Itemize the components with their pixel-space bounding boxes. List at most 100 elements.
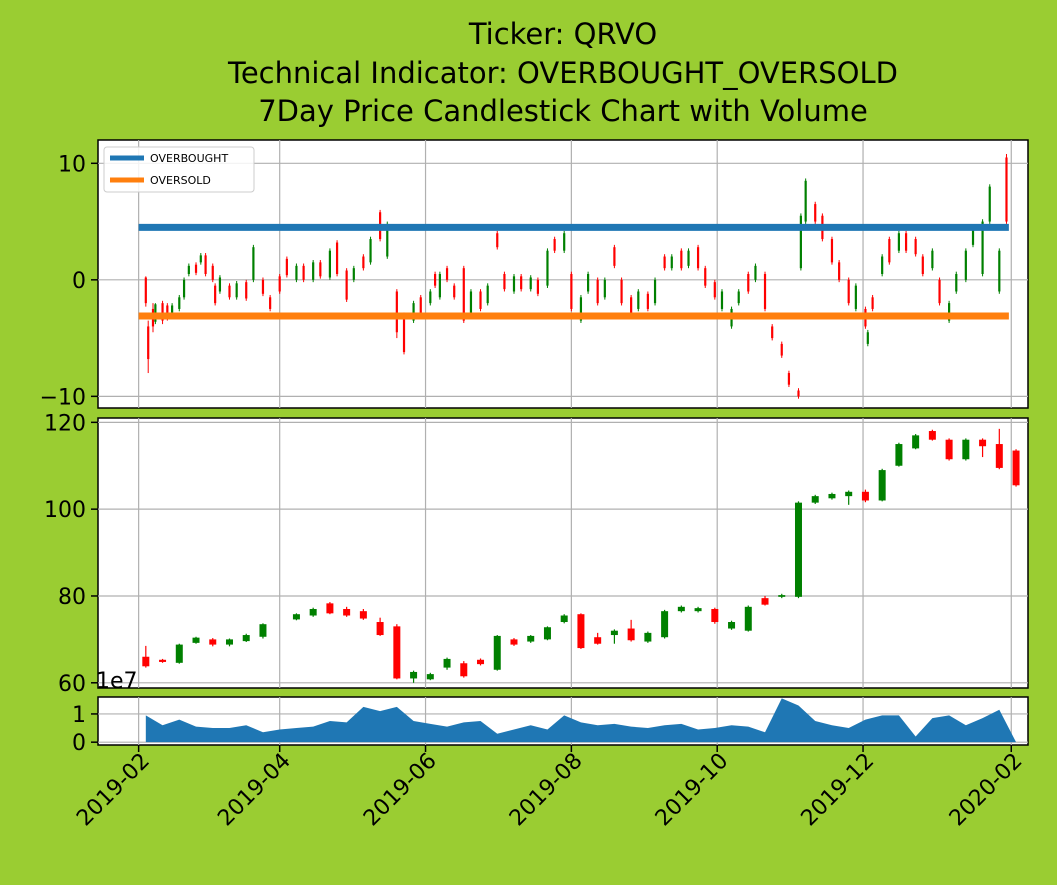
indicator-candle-body-5 [166, 305, 169, 319]
indicator-candle-body-38 [412, 303, 415, 321]
price-candle-body-25 [577, 614, 585, 649]
indicator-candle-body-87 [804, 180, 807, 222]
indicator-candle-body-62 [603, 279, 606, 298]
price-candle-body-40 [828, 493, 836, 499]
indicator-candle-body-26 [312, 262, 315, 280]
indicator-candle-body-55 [546, 250, 549, 286]
indicator-candle-body-82 [771, 326, 774, 339]
indicator-candle-body-0 [144, 277, 147, 304]
price-ytick-label-3: 120 [44, 411, 86, 436]
price-candle-body-7 [259, 624, 267, 637]
indicator-candle-body-48 [486, 285, 489, 304]
indicator-candle-body-60 [587, 274, 590, 292]
indicator-candle-body-59 [579, 297, 583, 321]
indicator-candle-body-105 [948, 303, 951, 321]
indicator-candle-body-78 [737, 291, 740, 304]
volume-y-ticks: 01 [72, 703, 98, 756]
indicator-candle-body-75 [713, 282, 716, 298]
indicator-candle-body-17 [235, 283, 238, 298]
price-y-ticks: 60 80 100 120 [44, 411, 98, 697]
indicator-candle-body-42 [438, 274, 441, 298]
indicator-candle-body-8 [182, 279, 186, 298]
indicator-candle-body-7 [178, 297, 181, 309]
price-candle-body-21 [510, 639, 518, 645]
title-line-2: Technical Indicator: OVERBOUGHT_OVERSOLD [227, 56, 898, 90]
price-candle-body-15 [410, 671, 418, 679]
volume-ytick-label-1: 1 [72, 703, 86, 728]
indicator-candle-body-71 [680, 250, 683, 269]
indicator-candle-body-18 [245, 282, 248, 299]
indicator-candle-body-102 [921, 256, 924, 274]
indicator-candle-body-44 [453, 285, 456, 298]
price-panel-frame [97, 417, 1029, 689]
indicator-candle-body-37 [402, 314, 406, 353]
indicator-candle-body-43 [445, 268, 449, 280]
price-candle-body-50 [995, 444, 1003, 468]
title-line-3: 7Day Price Candlestick Chart with Volume [258, 94, 868, 128]
volume-area [145, 698, 1017, 743]
indicator-candle-body-110 [988, 186, 991, 222]
indicator-candle-body-81 [763, 274, 767, 309]
indicator-candle-body-25 [302, 265, 305, 280]
price-candle-body-4 [209, 639, 217, 645]
indicator-candle-body-79 [747, 274, 750, 292]
indicator-candle-body-9 [187, 265, 190, 274]
price-candle-body-3 [192, 637, 200, 643]
price-ytick-label-2: 100 [44, 498, 86, 523]
indicator-panel: −10 0 10 OVERBOUGHT OVERSOLD [40, 139, 1029, 410]
price-candle-body-46 [928, 431, 936, 440]
price-candle-body-38 [794, 502, 802, 597]
indicator-candle-body-109 [981, 221, 984, 274]
price-candle-body-1 [159, 659, 167, 662]
indicator-candle-body-65 [630, 297, 633, 315]
price-candle-body-31 [677, 606, 685, 612]
price-candle-body-37 [778, 595, 786, 597]
indicator-candle-body-35 [386, 223, 389, 257]
indicator-candle-body-97 [881, 256, 884, 274]
indicator-ytick-label-1: 0 [72, 269, 86, 294]
price-candle-body-6 [242, 635, 250, 642]
price-candle-body-27 [610, 630, 618, 636]
price-candle-body-10 [326, 603, 334, 614]
legend-overbought-label: OVERBOUGHT [150, 152, 228, 165]
volume-panel: 01 1e7 [72, 669, 1029, 756]
indicator-candle-body-74 [704, 268, 707, 286]
indicator-candle-body-99 [897, 233, 900, 251]
price-candle-body-13 [376, 622, 384, 636]
indicator-candles [144, 153, 1008, 399]
price-panel: 60 80 100 120 [44, 411, 1029, 697]
price-candle-body-47 [945, 439, 953, 460]
price-candle-body-19 [477, 659, 485, 665]
indicator-candle-body-100 [904, 233, 908, 251]
indicator-candle-body-41 [433, 274, 437, 286]
price-candle-body-36 [761, 598, 769, 605]
price-candle-body-12 [359, 611, 367, 619]
price-candle-body-49 [979, 439, 987, 447]
indicator-candle-body-63 [613, 247, 616, 266]
price-candle-body-33 [711, 608, 719, 623]
indicator-candle-body-32 [362, 256, 365, 269]
price-ytick-label-1: 80 [58, 585, 86, 610]
price-ytick-label-0: 60 [58, 672, 86, 697]
price-candle-body-35 [744, 606, 752, 631]
indicator-candle-body-51 [512, 276, 516, 292]
price-candle-body-30 [661, 611, 669, 638]
indicator-candle-body-86 [799, 215, 802, 269]
indicator-candle-body-22 [278, 276, 281, 292]
volume-offset-label: 1e7 [96, 669, 138, 694]
indicator-candle-body-61 [596, 279, 599, 304]
indicator-candle-body-49 [496, 233, 499, 248]
indicator-candle-body-88 [814, 204, 817, 222]
indicator-candle-body-12 [204, 255, 207, 274]
indicator-candle-body-95 [866, 332, 869, 344]
price-candle-body-45 [912, 435, 920, 449]
indicator-candle-body-6 [171, 305, 174, 313]
price-candle-body-16 [426, 674, 434, 680]
indicator-candle-body-21 [269, 297, 272, 309]
price-candle-body-20 [493, 635, 501, 670]
price-candle-body-22 [527, 635, 535, 642]
indicator-y-ticks: −10 0 10 [40, 152, 98, 410]
indicator-candle-body-69 [663, 256, 666, 269]
indicator-candle-body-31 [352, 268, 355, 280]
